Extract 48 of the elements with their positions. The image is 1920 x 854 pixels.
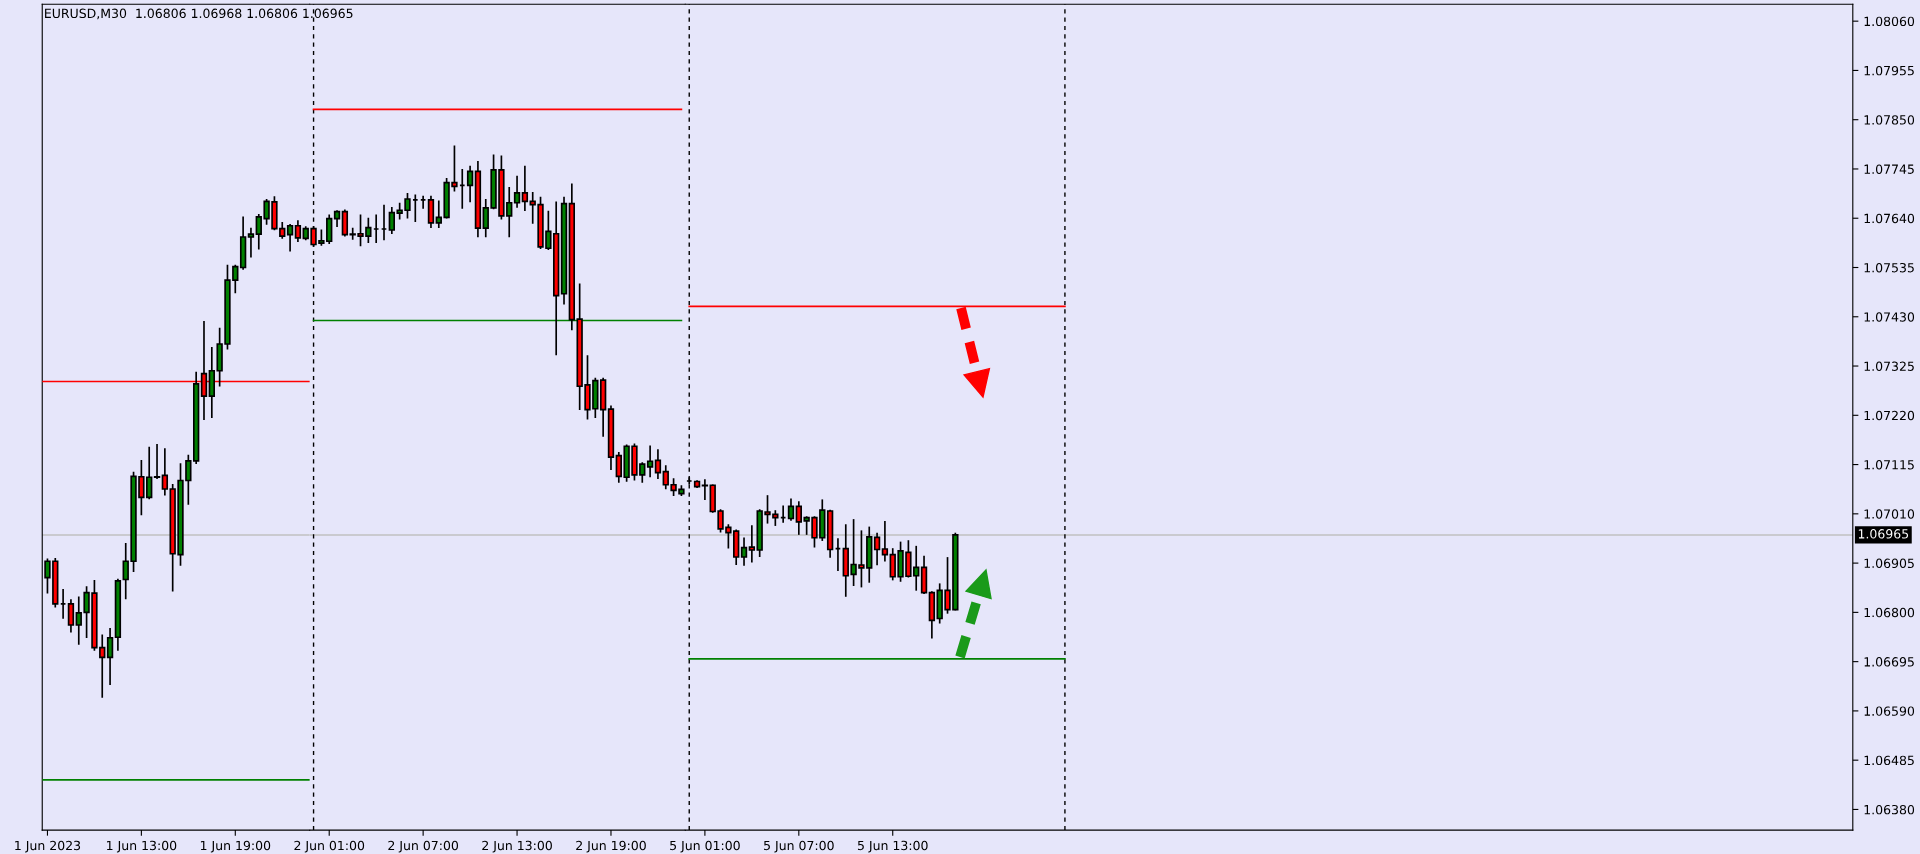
x-tick-label: 5 Jun 01:00	[670, 840, 740, 853]
candlestick	[161, 448, 169, 496]
candlestick	[654, 449, 662, 480]
candlestick	[341, 209, 349, 237]
y-tick-label: 1.06905	[1864, 558, 1914, 569]
candlestick	[646, 445, 654, 478]
x-tick-label: 2 Jun 07:00	[388, 840, 459, 853]
x-tick-label: 2 Jun 19:00	[576, 840, 646, 853]
candlestick	[286, 223, 294, 252]
y-tick-label: 1.07430	[1864, 312, 1915, 322]
y-tick-label: 1.06590	[1864, 706, 1915, 716]
candlestick	[787, 498, 795, 521]
candlestick	[881, 520, 889, 562]
candlestick	[513, 175, 521, 208]
y-tick-label: 1.07220	[1864, 410, 1915, 421]
x-tick-label: 5 Jun 13:00	[857, 840, 928, 853]
y-tick-label: 1.06380	[1864, 804, 1915, 815]
x-tick-label: 1 Jun 19:00	[200, 840, 271, 853]
x-tick-label: 1 Jun 13:00	[107, 840, 177, 853]
candlestick	[294, 220, 302, 243]
ref-line-label: 1.06965	[1858, 529, 1909, 539]
candlestick	[106, 627, 114, 685]
x-tick-label: 2 Jun 01:00	[294, 840, 365, 853]
y-tick-label: 1.07325	[1864, 361, 1914, 371]
candlestick	[873, 532, 881, 566]
y-tick-label: 1.07955	[1864, 65, 1914, 76]
candlestick	[67, 599, 75, 633]
y-tick-label: 1.07745	[1864, 164, 1914, 174]
y-tick-label: 1.07850	[1864, 115, 1915, 125]
y-tick-label: 1.08060	[1864, 16, 1915, 27]
y-tick-label: 1.06800	[1864, 607, 1915, 618]
candlestick	[427, 195, 435, 228]
y-tick-label: 1.06485	[1864, 755, 1914, 766]
chart-title: EURUSD,M30 1.06806 1.06968 1.06806 1.06965	[45, 8, 353, 20]
candlestick	[153, 444, 161, 480]
y-tick-label: 1.07535	[1864, 262, 1914, 273]
candlestick	[740, 537, 748, 566]
x-tick-label: 5 Jun 07:00	[764, 840, 834, 853]
candlestick	[701, 479, 709, 501]
x-tick-label: 2 Jun 13:00	[482, 840, 552, 853]
y-tick-label: 1.06695	[1864, 657, 1914, 667]
y-tick-label: 1.07640	[1864, 213, 1915, 224]
x-tick-label: 1 Jun 2023	[15, 840, 81, 853]
candlestick	[521, 165, 529, 212]
candlestick	[247, 227, 255, 258]
y-tick-label: 1.07115	[1864, 460, 1914, 470]
y-tick-label: 1.07010	[1864, 509, 1915, 519]
candlestick	[466, 165, 474, 203]
